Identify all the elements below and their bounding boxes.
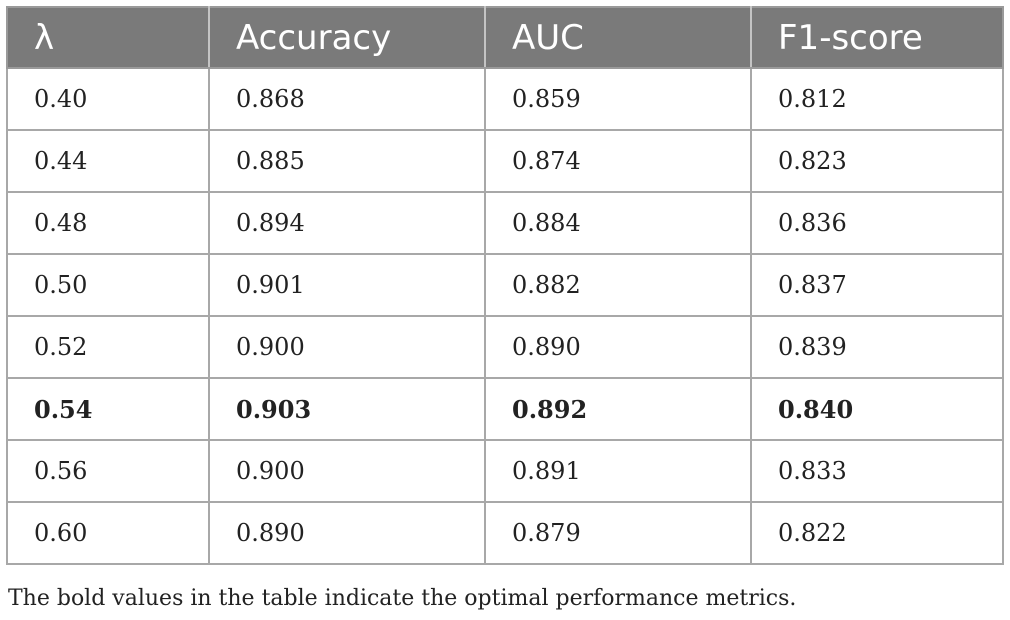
cell-f1-score: 0.833 [750,439,1004,503]
cell-accuracy: 0.894 [208,191,486,255]
cell-lambda: 0.56 [6,439,210,503]
header-f1-score: F1-score [751,6,1004,69]
cell-auc: 0.874 [484,129,752,193]
cell-accuracy: 0.890 [208,501,486,565]
cell-auc: 0.890 [484,315,752,379]
table-caption: The bold values in the table indicate th… [8,586,797,611]
cell-accuracy: 0.868 [208,67,486,131]
cell-auc: 0.884 [484,191,752,255]
cell-auc: 0.892 [484,377,752,441]
table-row: 0.48 0.894 0.884 0.836 [6,191,1004,255]
cell-lambda: 0.52 [6,315,210,379]
cell-lambda: 0.40 [6,67,210,131]
cell-auc: 0.891 [484,439,752,503]
cell-lambda: 0.48 [6,191,210,255]
cell-auc: 0.882 [484,253,752,317]
cell-accuracy: 0.900 [208,439,486,503]
results-table-container: λ Accuracy AUC F1-score 0.40 0.868 0.859 0.… [6,6,1004,565]
cell-f1-score: 0.840 [750,377,1004,441]
cell-f1-score: 0.822 [750,501,1004,565]
cell-auc: 0.879 [484,501,752,565]
cell-accuracy: 0.903 [208,377,486,441]
cell-accuracy: 0.900 [208,315,486,379]
results-table: λ Accuracy AUC F1-score 0.40 0.868 0.859 0.… [6,6,1004,565]
cell-lambda: 0.60 [6,501,210,565]
table-row: 0.54 0.903 0.892 0.840 [6,377,1004,441]
header-auc: AUC [485,6,752,69]
cell-accuracy: 0.901 [208,253,486,317]
cell-f1-score: 0.837 [750,253,1004,317]
cell-lambda: 0.54 [6,377,210,441]
table-row: 0.50 0.901 0.882 0.837 [6,253,1004,317]
cell-f1-score: 0.836 [750,191,1004,255]
cell-f1-score: 0.812 [750,67,1004,131]
table-row: 0.40 0.868 0.859 0.812 [6,67,1004,131]
cell-f1-score: 0.823 [750,129,1004,193]
table-body: 0.40 0.868 0.859 0.812 0.44 0.885 0.874 0.823 0.… [6,67,1004,565]
table-row: 0.52 0.900 0.890 0.839 [6,315,1004,379]
table-row: 0.44 0.885 0.874 0.823 [6,129,1004,193]
cell-lambda: 0.44 [6,129,210,193]
header-lambda: λ [6,6,210,69]
table-row: 0.60 0.890 0.879 0.822 [6,501,1004,565]
cell-auc: 0.859 [484,67,752,131]
header-accuracy: Accuracy [209,6,486,69]
table-row: 0.56 0.900 0.891 0.833 [6,439,1004,503]
cell-lambda: 0.50 [6,253,210,317]
header-row: λ Accuracy AUC F1-score [6,6,1004,69]
cell-f1-score: 0.839 [750,315,1004,379]
table-header: λ Accuracy AUC F1-score [6,6,1004,69]
cell-accuracy: 0.885 [208,129,486,193]
